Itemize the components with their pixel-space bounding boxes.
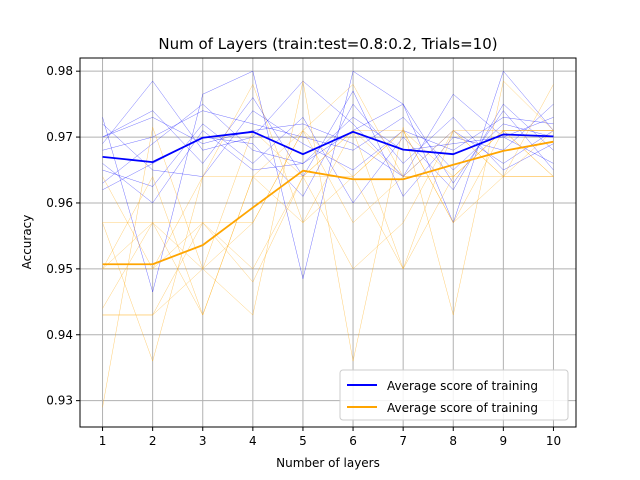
chart-title: Num of Layers (train:test=0.8:0.2, Trial… [158,35,497,53]
y-tick-label: 0.97 [46,130,73,144]
x-tick-label: 7 [399,434,407,448]
trial-line-7 [102,110,554,177]
x-tick-label: 6 [349,434,357,448]
trial-line-10 [102,103,554,184]
x-tick-label: 10 [546,434,561,448]
average-line-series-1 [102,130,554,164]
plot-frame [79,57,577,428]
average-line-series-2 [102,140,554,266]
trial-line-14 [102,84,554,316]
x-tick-label: 8 [449,434,457,448]
trial-line-8 [102,116,554,204]
y-axis-label: Accuracy [20,215,34,270]
legend: Average score of training Average score … [339,369,569,421]
trial-line-20 [102,130,554,309]
y-tick-label: 0.96 [46,196,73,210]
x-tick-label: 3 [199,434,207,448]
x-axis-ticks: 1 2 3 4 5 6 7 8 9 10 [99,427,561,448]
x-tick-label: 5 [299,434,307,448]
x-axis-label: Number of layers [276,456,380,470]
x-tick-label: 2 [149,434,157,448]
legend-label-series-1: Average score of training [387,379,538,393]
legend-box [339,369,569,421]
y-tick-label: 0.94 [46,328,73,342]
trial-line-2 [102,80,554,178]
x-tick-label: 9 [500,434,508,448]
y-tick-label: 0.95 [46,262,73,276]
y-tick-label: 0.93 [46,394,73,408]
legend-label-series-2: Average score of training [387,401,538,415]
y-axis-ticks: 0.93 0.94 0.95 0.96 0.97 0.98 [46,64,80,408]
x-tick-label: 1 [99,434,107,448]
y-tick-label: 0.98 [46,64,73,78]
x-tick-label: 4 [249,434,257,448]
average-lines [102,130,554,266]
trial-line-11 [102,80,554,408]
